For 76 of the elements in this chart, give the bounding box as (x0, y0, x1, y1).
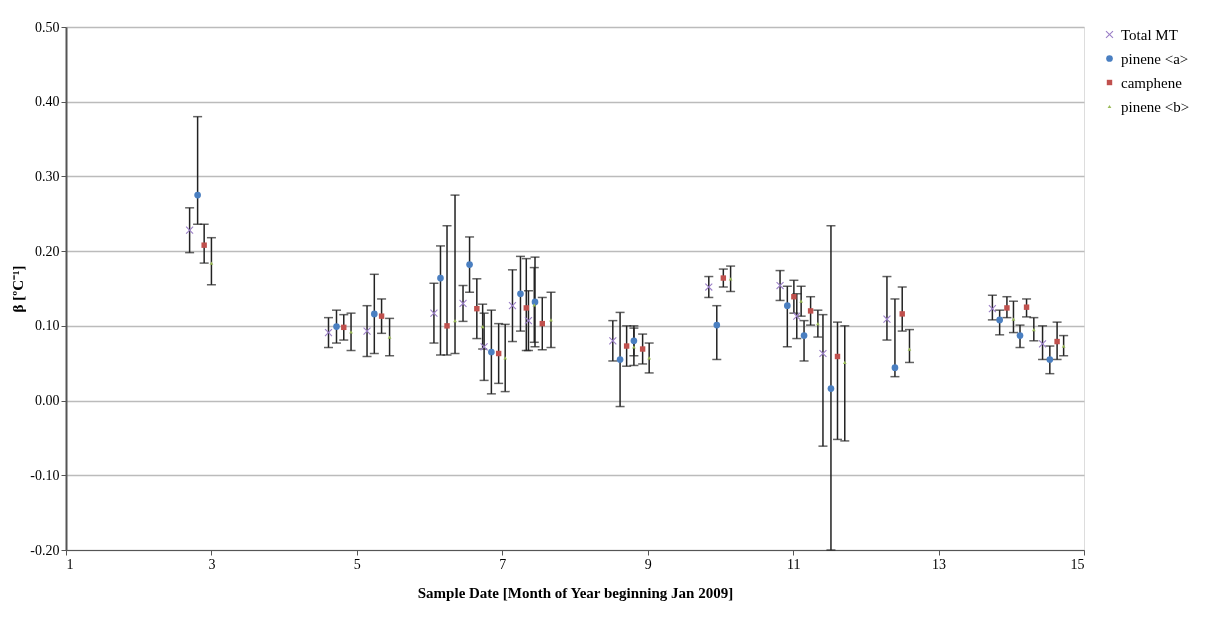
point (1011, 317, 1016, 321)
x-tick-label: 3 (208, 556, 216, 572)
legend-label: pinene <a> (1121, 50, 1189, 67)
point (1046, 356, 1054, 363)
point (1023, 304, 1030, 310)
point (899, 311, 905, 317)
point (713, 321, 721, 329)
point (532, 303, 537, 307)
point (608, 336, 617, 345)
point (474, 305, 480, 312)
point (387, 335, 392, 339)
y-tick-label: 0.30 (35, 168, 60, 184)
point (1038, 339, 1047, 348)
point (209, 261, 214, 265)
y-axis-title: β [ºC⁻¹] (10, 265, 27, 313)
point (623, 343, 630, 349)
legend-label: pinene <b> (1121, 98, 1190, 115)
point (907, 347, 912, 351)
x-tick-label: 9 (644, 556, 652, 572)
point (437, 274, 444, 282)
point (488, 348, 495, 356)
point (480, 342, 488, 351)
y-tick-label: -0.10 (30, 467, 60, 483)
point (704, 283, 713, 291)
point (988, 304, 997, 313)
point (523, 305, 529, 311)
x-tick-label: 1 (66, 556, 74, 572)
x-tick-label: 11 (786, 556, 801, 572)
legend-label: camphene (1121, 74, 1183, 91)
point (201, 242, 207, 248)
point (378, 313, 385, 319)
point (185, 226, 194, 235)
point (842, 360, 847, 365)
point (819, 349, 827, 358)
point (827, 385, 835, 392)
y-tick-label: 0.20 (35, 243, 60, 259)
y-tick-label: -0.20 (30, 542, 60, 558)
point (480, 324, 485, 329)
point (466, 261, 473, 268)
point (720, 275, 727, 281)
point (1016, 332, 1024, 339)
point (370, 310, 378, 318)
point (1061, 344, 1066, 348)
point (996, 316, 1003, 324)
point (1054, 338, 1060, 345)
point (333, 323, 340, 330)
point (531, 298, 539, 306)
point (807, 308, 814, 314)
point (799, 299, 804, 303)
point (647, 356, 652, 360)
point (1004, 305, 1010, 311)
point (444, 323, 450, 329)
point (891, 364, 899, 372)
point (791, 294, 797, 300)
point (503, 356, 508, 360)
point (792, 312, 801, 321)
y-tick-label: 0.50 (35, 19, 60, 35)
y-tick-label: 0.40 (35, 94, 60, 110)
point (549, 318, 553, 322)
point (783, 302, 791, 310)
legend-label: Total MT (1121, 26, 1178, 43)
x-tick-label: 15 (1070, 556, 1085, 572)
y-tick-label: 0.00 (35, 393, 60, 409)
x-tick-label: 13 (932, 556, 947, 572)
point (776, 281, 784, 290)
x-tick-label: 7 (499, 556, 507, 572)
y-tick-label: 0.10 (35, 318, 60, 334)
point (639, 346, 646, 352)
point (630, 337, 638, 345)
x-tick-label: 5 (353, 556, 361, 572)
point (459, 299, 467, 308)
point (517, 290, 524, 298)
point (800, 332, 808, 339)
point (616, 356, 624, 363)
point (194, 191, 201, 199)
x-axis-title: Sample Date [Month of Year beginning Jan 2009] (417, 584, 734, 601)
